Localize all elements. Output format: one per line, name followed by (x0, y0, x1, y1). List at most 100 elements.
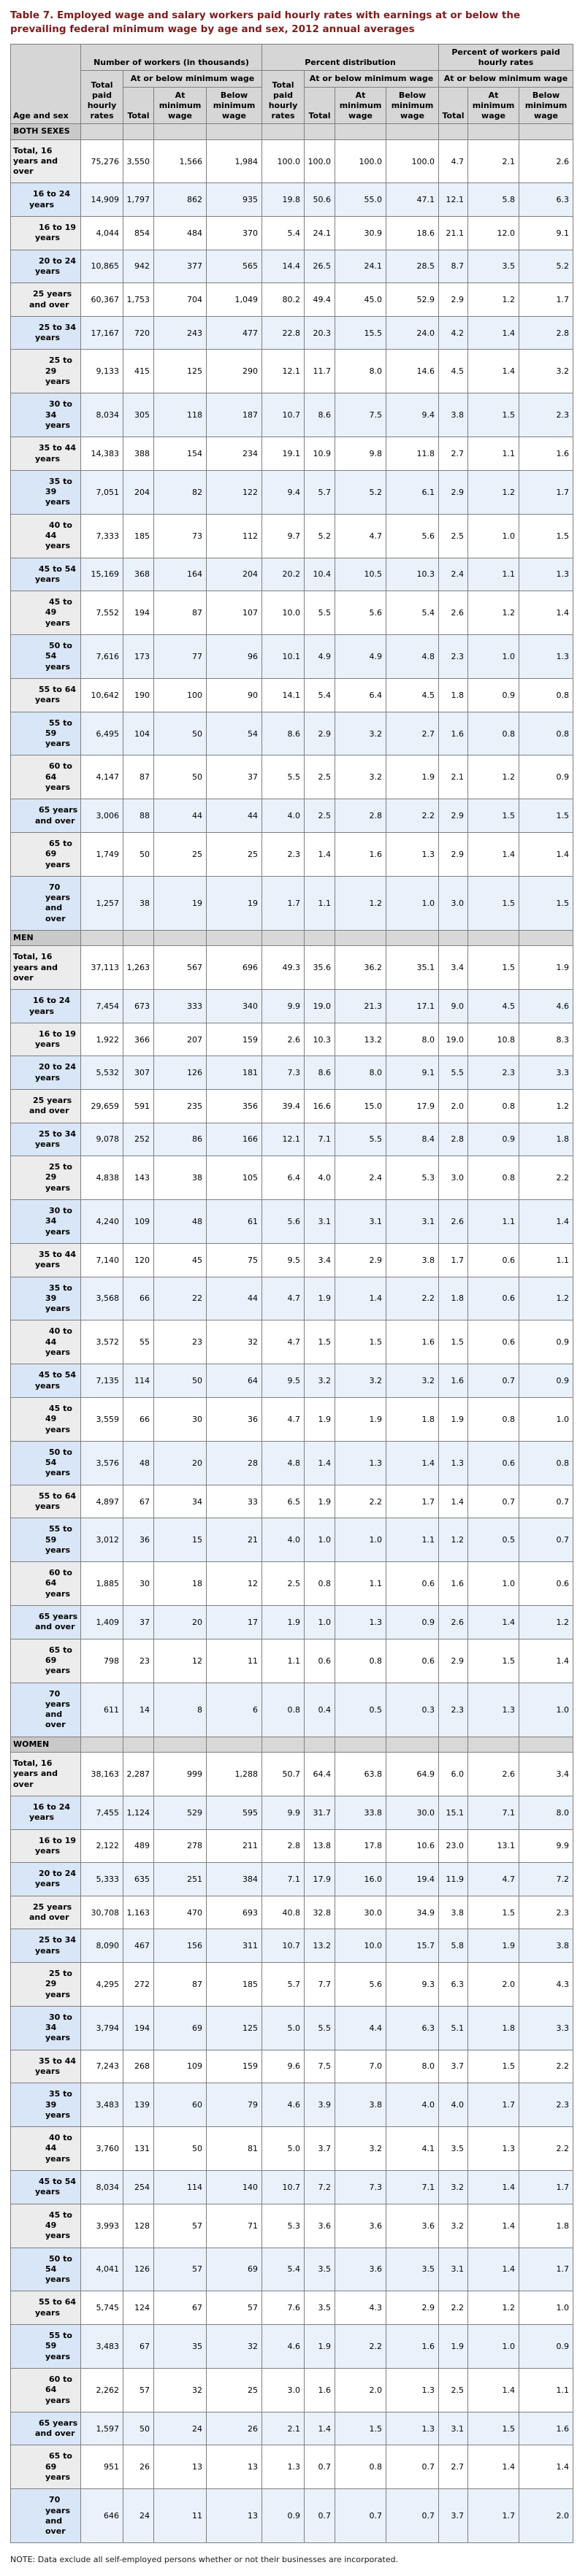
data-cell: 69 (153, 2005, 207, 2050)
data-cell: 87 (153, 591, 207, 636)
section-label: MEN (10, 930, 81, 947)
data-cell: 0.9 (261, 2488, 305, 2544)
data-cell: 4,838 (80, 1156, 123, 1201)
data-cell: 951 (80, 2445, 123, 2490)
data-cell: 2.9 (386, 2291, 439, 2326)
data-cell: 415 (123, 349, 154, 394)
data-cell: 0.7 (518, 1518, 574, 1563)
table-row: 65 years and over 1,409 37 20 17 1.9 1.0 1.3 0.9… (10, 1605, 574, 1639)
data-cell: 1.2 (467, 282, 519, 317)
data-cell: 3.2 (335, 711, 386, 756)
data-cell: 1.7 (518, 2170, 574, 2204)
data-cell: 5.4 (261, 216, 305, 250)
data-cell: 87 (153, 1961, 207, 2007)
data-cell: 124 (123, 2291, 154, 2326)
data-cell: 370 (206, 216, 262, 250)
data-cell: 8.6 (261, 711, 305, 756)
data-cell: 489 (123, 1829, 154, 1864)
table-row: 25 to 34 years 9,078 252 86 166 12.1 7.1 5.5 8.4… (10, 1122, 574, 1157)
data-cell: 7,333 (80, 513, 123, 558)
data-cell: 3,559 (80, 1396, 123, 1442)
row-label: 55 to 64 years (10, 1484, 81, 1519)
data-cell: 252 (123, 1122, 154, 1157)
data-cell: 23.0 (438, 1829, 468, 1864)
data-cell: 340 (206, 989, 262, 1023)
data-cell: 8.0 (386, 2049, 439, 2084)
data-cell: 36 (123, 1518, 154, 1563)
header-total-paid-hourly-rates: Total paid hourly rates (80, 70, 123, 125)
data-cell: 100.0 (261, 139, 305, 184)
data-cell: 1.6 (335, 831, 386, 877)
table-row: 55 to 64 years 4,897 67 34 33 6.5 1.9 2.2 1.7 1.4… (10, 1484, 574, 1519)
data-cell: 50.6 (304, 182, 335, 218)
data-cell: 100 (153, 677, 207, 712)
header-col-below-minimum-wage: Below minimum wage (386, 87, 439, 125)
data-cell: 1.4 (386, 1440, 439, 1485)
table-row: 35 to 44 years 7,243 268 109 159 9.6 7.5 7.0 8.0… (10, 2049, 574, 2084)
header-group-number-of-workers: Number of workers (in thousands) (80, 43, 262, 72)
row-label: 35 to 44 years (10, 437, 81, 471)
data-cell: 0.7 (304, 2488, 335, 2544)
data-cell: 2.9 (335, 1242, 386, 1277)
data-cell: 4.7 (261, 1396, 305, 1442)
data-cell: 13.8 (304, 1829, 335, 1864)
data-cell: 44 (153, 799, 207, 833)
data-cell: 5,333 (80, 1862, 123, 1896)
row-label: 55 to 59 years (10, 2324, 81, 2369)
data-cell: 10.1 (261, 634, 305, 679)
data-cell: 10.4 (304, 557, 335, 592)
data-cell: 268 (123, 2049, 154, 2084)
data-cell: 4.5 (438, 349, 468, 394)
data-cell: 185 (206, 1961, 262, 2007)
data-cell: 18 (153, 1561, 207, 1607)
data-cell: 7,243 (80, 2049, 123, 2084)
data-cell: 8,034 (80, 2170, 123, 2204)
data-cell: 384 (206, 1862, 262, 1896)
data-cell: 5.0 (261, 2126, 305, 2172)
data-cell: 2.8 (335, 799, 386, 833)
data-cell: 377 (153, 249, 207, 284)
row-label: 45 to 54 years (10, 1364, 81, 1398)
data-cell: 2.5 (261, 1561, 305, 1607)
data-cell: 1.7 (518, 469, 574, 515)
data-cell: 10.7 (261, 1929, 305, 1963)
table-row: 70 years and over 646 24 11 13 0.9 0.7 0.7 0.7 3.… (10, 2488, 574, 2544)
data-cell: 9.9 (261, 989, 305, 1023)
data-cell: 1.8 (518, 2203, 574, 2248)
data-cell: 24.1 (304, 216, 335, 250)
data-cell: 35.1 (386, 945, 439, 991)
data-cell: 5.4 (386, 591, 439, 636)
data-cell: 3,576 (80, 1440, 123, 1485)
data-cell: 1.5 (518, 799, 574, 833)
data-cell: 595 (206, 1795, 262, 1830)
data-cell: 720 (123, 315, 154, 350)
data-cell: 1.4 (467, 2203, 519, 2248)
data-cell: 2,287 (123, 1752, 154, 1796)
data-cell: 15.1 (438, 1795, 468, 1830)
data-cell: 5.5 (304, 591, 335, 636)
data-cell: 156 (153, 1929, 207, 1963)
data-cell: 26.5 (304, 249, 335, 284)
data-cell: 2.8 (438, 1122, 468, 1157)
data-cell: 5,532 (80, 1056, 123, 1090)
data-cell: 10.8 (467, 1022, 519, 1057)
data-cell: 6.3 (518, 182, 574, 218)
data-cell: 1.4 (438, 1484, 468, 1519)
data-cell: 0.8 (335, 2445, 386, 2490)
data-cell: 37 (123, 1605, 154, 1639)
data-cell: 57 (206, 2291, 262, 2326)
row-label: 35 to 39 years (10, 1276, 81, 1321)
data-cell: 57 (153, 2247, 207, 2292)
data-cell: 1.5 (467, 393, 519, 438)
row-label: 40 to 44 years (10, 1320, 81, 1365)
data-cell: 22.8 (261, 315, 305, 350)
data-cell: 4.8 (261, 1440, 305, 1485)
data-cell: 1,566 (153, 139, 207, 184)
data-cell: 19.1 (261, 437, 305, 471)
data-cell: 17.9 (386, 1088, 439, 1123)
data-cell: 6,495 (80, 711, 123, 756)
data-cell: 19 (206, 875, 262, 931)
data-cell: 1.0 (518, 2291, 574, 2326)
data-cell: 118 (153, 393, 207, 438)
data-cell: 1.0 (518, 1396, 574, 1442)
